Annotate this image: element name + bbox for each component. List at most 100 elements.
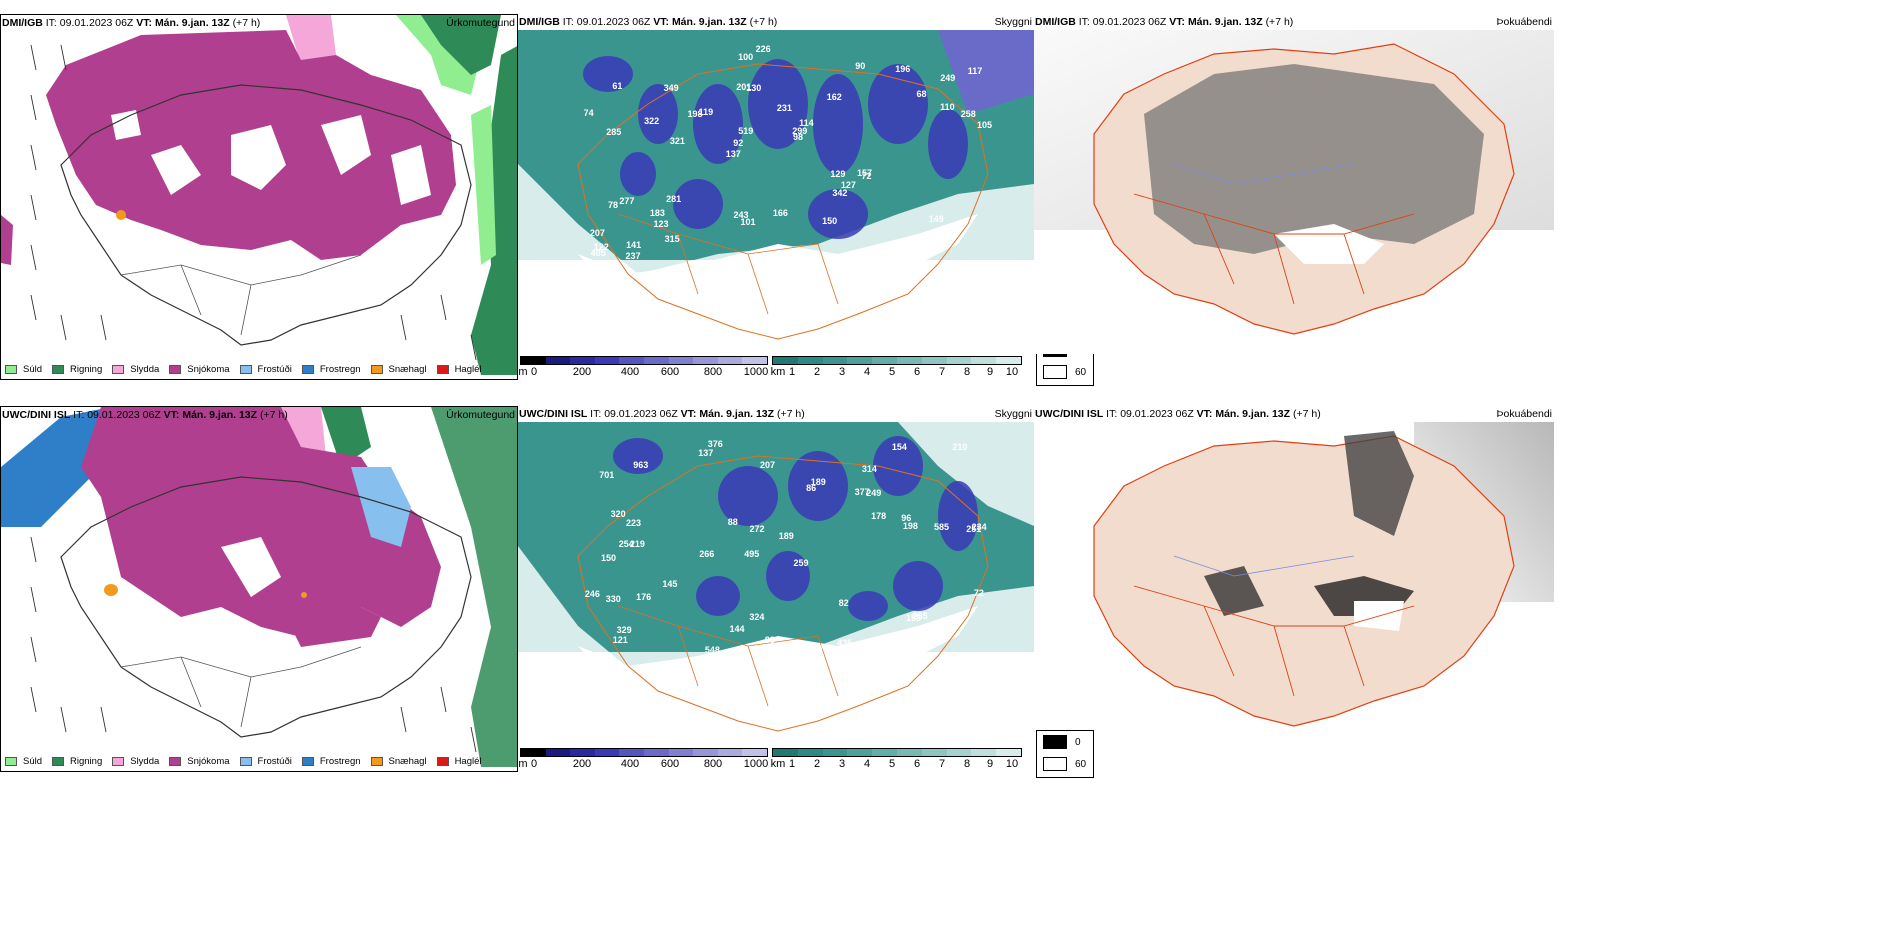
legend-label: Rigning	[70, 756, 103, 767]
km-tick: 1	[788, 366, 796, 378]
visibility-value: 90	[855, 61, 866, 72]
precip-type-map-bottom	[1, 407, 517, 767]
fog-panel-top: DMI/IGB IT: 09.01.2023 06Z VT: Mán. 9.ja…	[1034, 14, 1554, 354]
visibility-value: 157	[856, 167, 872, 178]
visibility-value: 277	[619, 195, 635, 206]
visibility-value: 72	[861, 170, 872, 181]
visibility-value: 251	[966, 523, 982, 534]
vt-value: Mán. 9.jan. 13Z	[671, 16, 747, 28]
legend-item-rigning: Rigning	[52, 756, 102, 767]
mask-swatch-white	[1043, 365, 1067, 379]
panel-header: UWC/DINI ISL IT: 09.01.2023 06Z VT: Mán.…	[519, 408, 805, 421]
legend-item-haglel: Haglél	[436, 364, 482, 375]
panel-header: DMI/IGB IT: 09.01.2023 06Z VT: Mán. 9.ja…	[2, 17, 260, 30]
km-tick: 8	[963, 366, 971, 378]
lead-time: (+7 h)	[776, 408, 805, 420]
visibility-value: 321	[669, 136, 685, 147]
visibility-value: 376	[707, 438, 723, 449]
km-tick: 10	[1005, 758, 1019, 770]
legend-label: Haglél	[454, 364, 482, 375]
variable-name: Skyggni	[994, 16, 1032, 28]
visibility-value: 963	[633, 460, 649, 471]
visibility-value: 219	[629, 539, 645, 550]
model-name: UWC/DINI ISL	[519, 408, 588, 420]
visibility-value: 137	[725, 149, 741, 160]
m-tick: 0	[530, 758, 538, 770]
km-tick: 3	[838, 758, 846, 770]
legend-item-slydda: Slydda	[112, 756, 159, 767]
legend-item-frostregn: Frostregn	[301, 364, 361, 375]
mask-label: 60	[1075, 758, 1087, 770]
visibility-value: 166	[772, 207, 788, 218]
visibility-value: 119	[698, 107, 714, 117]
visibility-value: 122	[593, 241, 609, 252]
visibility-value: 61	[612, 80, 623, 91]
legend-item-snaehagl: Snæhagl	[370, 364, 427, 375]
km-tick: 5	[888, 758, 896, 770]
legend-item-haglel: Haglél	[436, 756, 482, 767]
visibility-value: 150	[822, 216, 838, 227]
model-name: DMI/IGB	[2, 17, 43, 29]
visibility-value: 246	[584, 589, 600, 600]
visibility-value: 320	[610, 508, 626, 519]
km-tick: 2	[813, 758, 821, 770]
visibility-value: 68	[916, 89, 927, 100]
visibility-value: 237	[625, 251, 641, 262]
fog-mask-legend-bottom: 0 60	[1036, 730, 1094, 778]
visibility-value: 201	[736, 82, 752, 93]
visibility-panel-top: DMI/IGB IT: 09.01.2023 06Z VT: Mán. 9.ja…	[518, 14, 1034, 354]
km-tick: 4	[863, 366, 871, 378]
visibility-value: 88	[727, 517, 738, 528]
km-tick: 1	[788, 758, 796, 770]
it-label: IT:	[590, 408, 602, 420]
visibility-value: 176	[636, 592, 652, 603]
visibility-value: 324	[749, 611, 765, 622]
visibility-value: 272	[749, 523, 765, 534]
visibility-value: 121	[612, 634, 628, 645]
km-tick: 10	[1005, 366, 1019, 378]
legend-label: Snæhagl	[388, 364, 427, 375]
m-tick: 200	[572, 758, 592, 770]
visibility-value: 183	[649, 207, 665, 218]
visibility-map-top	[518, 30, 1034, 340]
km-tick: 7	[938, 758, 946, 770]
visibility-value: 100	[738, 52, 754, 63]
visibility-value: 266	[699, 548, 715, 559]
model-name: DMI/IGB	[519, 16, 560, 28]
legend-swatch	[112, 757, 125, 766]
visibility-value: 198	[902, 520, 918, 531]
m-scale-unit: m	[518, 758, 528, 770]
m-tick: 800	[703, 366, 723, 378]
m-tick: 400	[620, 366, 640, 378]
visibility-value: 117	[967, 65, 983, 76]
legend-label: Snjókoma	[187, 364, 230, 375]
lead-time: (+7 h)	[232, 17, 261, 29]
legend-swatch	[436, 365, 449, 374]
visibility-value: 137	[698, 447, 714, 458]
legend-swatch	[436, 757, 449, 766]
visibility-value: 145	[662, 579, 678, 590]
visibility-value: 495	[744, 548, 760, 559]
fog-map-bottom	[1093, 422, 1554, 727]
vt-value: Mán. 9.jan. 13Z	[1187, 16, 1263, 28]
visibility-value: 405	[590, 247, 606, 258]
m-scale-bar-bottom: m 0 200 400 600 800 1000	[518, 748, 768, 770]
visibility-value: 78	[608, 200, 619, 211]
visibility-value: 226	[755, 44, 771, 55]
visibility-value: 123	[653, 219, 669, 230]
visibility-value: 329	[616, 624, 632, 635]
km-tick: 6	[913, 758, 921, 770]
visibility-value: 149	[928, 214, 944, 225]
visibility-value: 127	[840, 180, 856, 191]
m-scale-ticks: m 0 200 400 600 800 1000	[518, 757, 768, 770]
visibility-panel-bottom: UWC/DINI ISL IT: 09.01.2023 06Z VT: Mán.…	[518, 406, 1034, 746]
fog-panel-bottom: UWC/DINI ISL IT: 09.01.2023 06Z VT: Mán.…	[1034, 406, 1554, 730]
visibility-value: 101	[740, 216, 756, 227]
visibility-value: 255	[912, 610, 928, 621]
visibility-value: 154	[891, 442, 907, 453]
precip-legend: Súld Rigning Slydda Snjókoma Frostúði Fr…	[5, 756, 492, 767]
km-tick: 4	[863, 758, 871, 770]
legend-label: Snæhagl	[388, 756, 427, 767]
visibility-value: 114	[799, 117, 814, 128]
visibility-value: 548	[704, 644, 720, 655]
